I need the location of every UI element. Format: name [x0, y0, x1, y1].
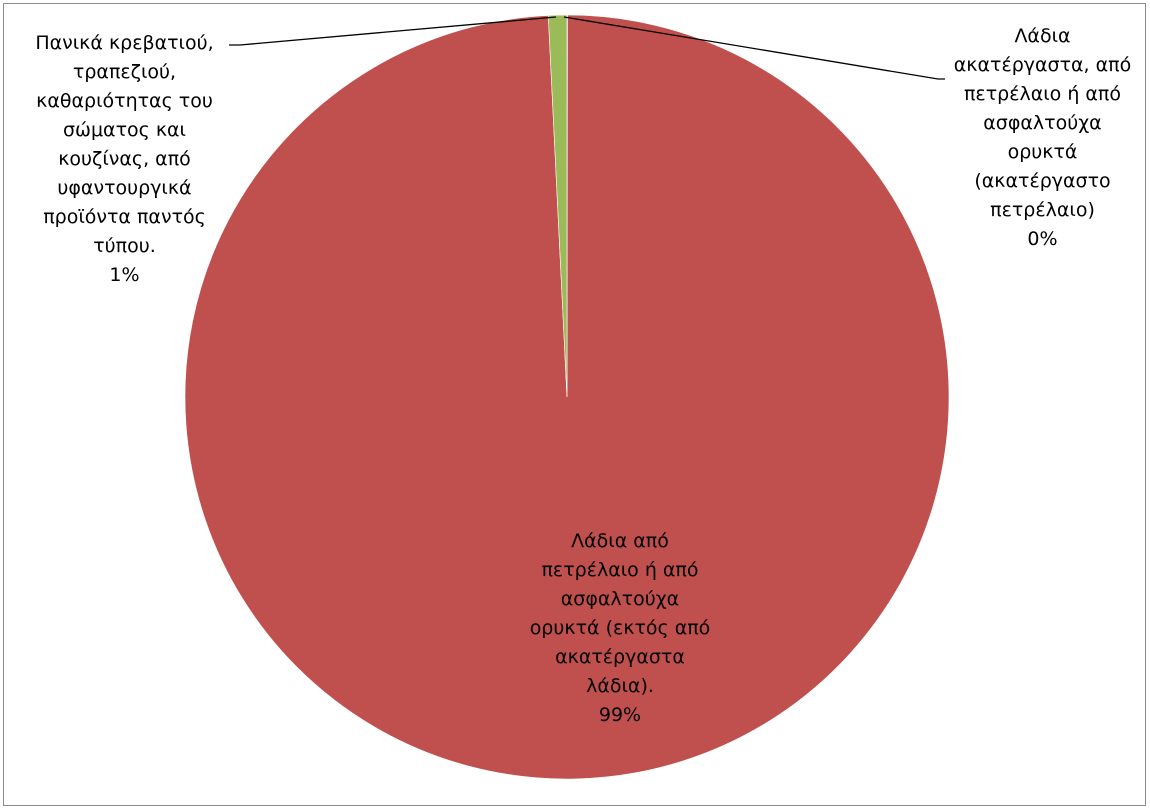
leader-line-textiles [229, 16, 557, 46]
pie-slices [184, 14, 950, 780]
data-label-crude-oil: Λάδια ακατέργαστα, από πετρέλαιο ή από α… [953, 25, 1132, 250]
data-label-petroleum-oils: Λάδια από πετρέλαιο ή από ασφαλτούχα ορυ… [529, 530, 711, 726]
leader-lines [229, 16, 945, 80]
data-label-textiles: Πανικά κρεβατιού, τραπεζιού, καθαριότητα… [35, 32, 214, 286]
leader-line-crude-oil [563, 16, 945, 80]
pie-slice-textiles [547, 14, 568, 398]
